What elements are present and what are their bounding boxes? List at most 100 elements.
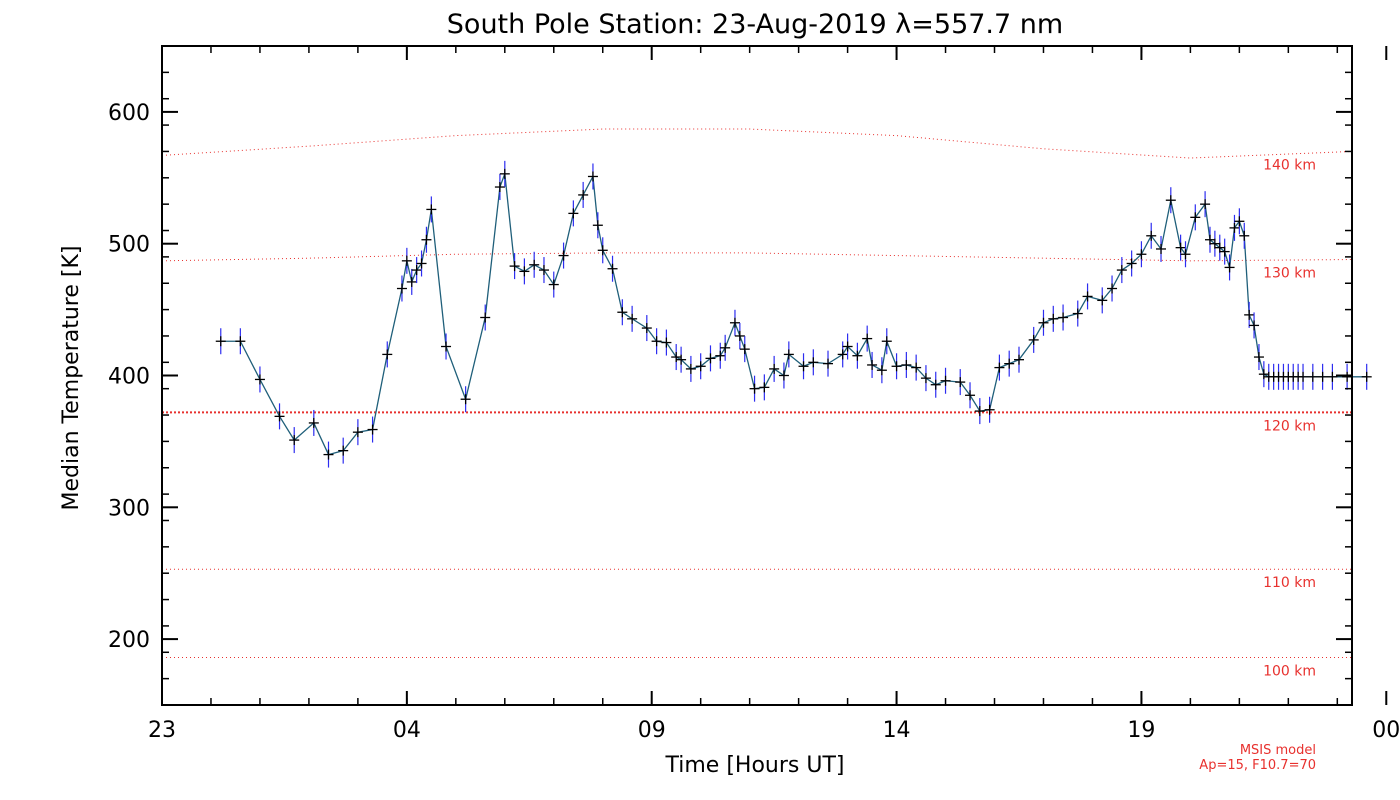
x-tick-label: 14 — [883, 718, 911, 743]
x-tick-label: 00 — [1372, 718, 1400, 743]
data-point — [499, 160, 510, 187]
data-point — [1013, 346, 1024, 373]
y-tick-label: 200 — [108, 628, 150, 653]
data-point — [661, 329, 672, 356]
msis-curve — [161, 252, 1353, 262]
data-point — [891, 353, 902, 380]
y-tick-label: 300 — [108, 496, 150, 521]
data-point — [1224, 254, 1235, 281]
msis-altitude-label: 110 km — [1263, 575, 1316, 591]
msis-note-params: Ap=15, F10.7=70 — [1199, 758, 1316, 773]
data-point — [1342, 363, 1353, 390]
data-point — [778, 362, 789, 389]
x-tick-label: 19 — [1127, 718, 1155, 743]
data-point — [720, 334, 731, 361]
data-point — [984, 396, 995, 423]
data-point — [235, 328, 246, 355]
data-point — [1298, 363, 1309, 390]
data-point — [568, 200, 579, 227]
data-point — [460, 386, 471, 413]
data-point — [729, 309, 740, 336]
data-point — [739, 336, 750, 363]
data-point — [852, 342, 863, 369]
x-tick-label: 09 — [638, 718, 666, 743]
data-point — [1253, 344, 1264, 371]
data-point — [749, 375, 760, 402]
data-point — [509, 253, 520, 280]
data-point — [494, 174, 505, 201]
data-point — [881, 328, 892, 355]
data-point — [480, 304, 491, 331]
msis-altitude-label: 120 km — [1263, 418, 1316, 434]
data-point — [592, 212, 603, 239]
x-tick-label: 04 — [393, 718, 421, 743]
data-point — [538, 257, 549, 284]
data-point — [1249, 312, 1260, 339]
data-point — [1239, 222, 1250, 249]
y-axis-label: Median Temperature [K] — [59, 246, 84, 511]
data-point — [597, 237, 608, 264]
data-point — [930, 371, 941, 398]
data-point — [1180, 241, 1191, 268]
data-point — [215, 328, 226, 355]
x-tick-label: 23 — [148, 718, 176, 743]
data-point — [617, 299, 628, 326]
data-point — [426, 196, 437, 223]
msis-curve — [161, 128, 1353, 159]
data-point — [1209, 230, 1220, 257]
data-point — [1175, 234, 1186, 261]
data-point — [867, 351, 878, 378]
data-point — [705, 345, 716, 372]
msis-altitude-label: 140 km — [1263, 157, 1316, 173]
y-tick-label: 500 — [108, 233, 150, 258]
data-point — [823, 350, 834, 377]
data-point — [1234, 208, 1245, 235]
data-point — [1307, 363, 1318, 390]
data-point — [734, 322, 745, 349]
data-point — [1258, 361, 1269, 388]
data-point — [308, 409, 319, 436]
data-point — [842, 333, 853, 360]
data-point — [421, 226, 432, 253]
data-point — [1165, 187, 1176, 214]
data-point — [695, 353, 706, 380]
data-point — [862, 325, 873, 352]
data-point — [1116, 257, 1127, 284]
data-point — [1028, 326, 1039, 353]
data-point — [1214, 234, 1225, 261]
y-tick-label: 600 — [108, 101, 150, 126]
chart-title: South Pole Station: 23-Aug-2019 λ=557.7 … — [447, 9, 1063, 40]
data-point — [411, 257, 422, 284]
data-point — [1126, 250, 1137, 277]
data-point — [1072, 300, 1083, 327]
data-point — [1048, 305, 1059, 332]
msis-altitude-label: 130 km — [1263, 266, 1316, 282]
data-point — [401, 247, 412, 274]
data-point — [1107, 275, 1118, 302]
data-point — [289, 427, 300, 454]
data-point — [441, 333, 452, 360]
data-point — [769, 355, 780, 382]
data-point — [798, 353, 809, 380]
data-point — [911, 354, 922, 381]
data-point — [955, 369, 966, 396]
data-point — [396, 275, 407, 302]
data-point — [759, 374, 770, 401]
data-point — [1004, 350, 1015, 377]
data-point — [940, 367, 951, 394]
data-point — [1361, 363, 1372, 390]
data-point — [323, 441, 334, 468]
data-point — [587, 163, 598, 190]
data-point — [974, 398, 985, 425]
y-axis: 200 300 400 500 600 — [108, 45, 1352, 706]
data-point — [548, 271, 559, 298]
series-temperature — [215, 160, 1372, 468]
data-point — [254, 366, 265, 393]
data-point — [685, 355, 696, 382]
data-point — [994, 354, 1005, 381]
data-point — [715, 342, 726, 369]
data-point — [519, 258, 530, 285]
data-point — [651, 328, 662, 355]
data-point — [1229, 214, 1240, 241]
